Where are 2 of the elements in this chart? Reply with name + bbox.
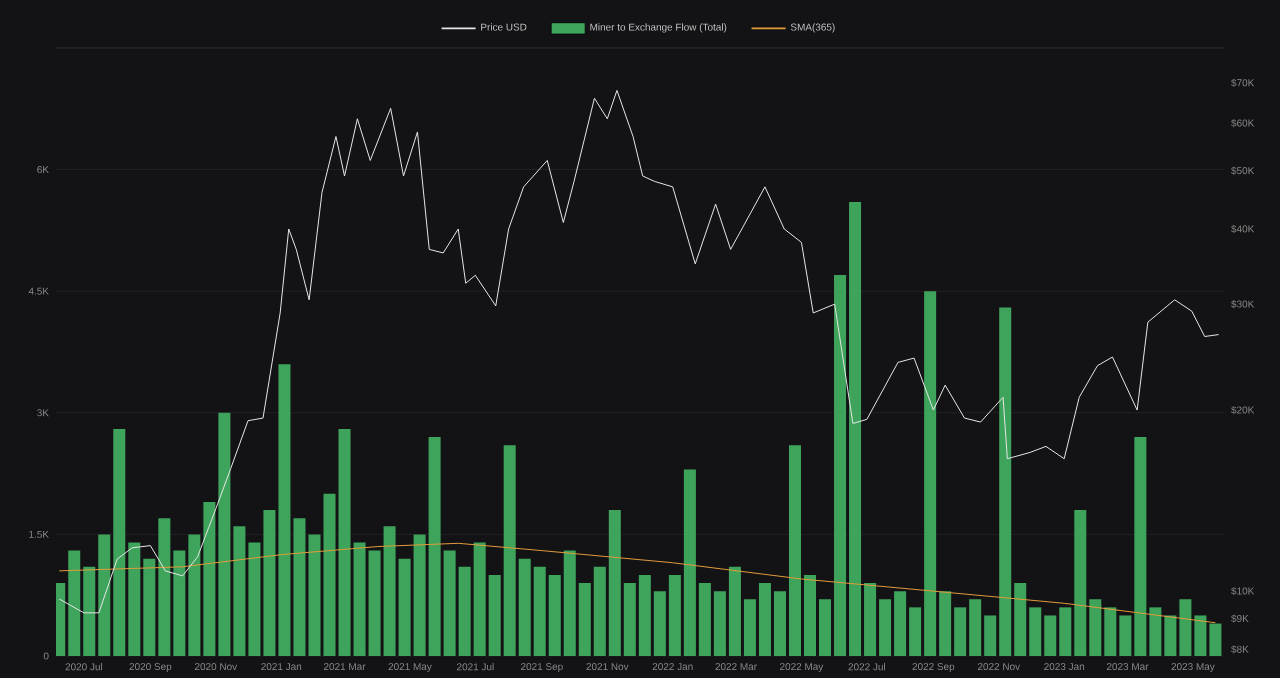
line-series <box>58 89 1220 613</box>
line-series <box>58 542 1216 623</box>
